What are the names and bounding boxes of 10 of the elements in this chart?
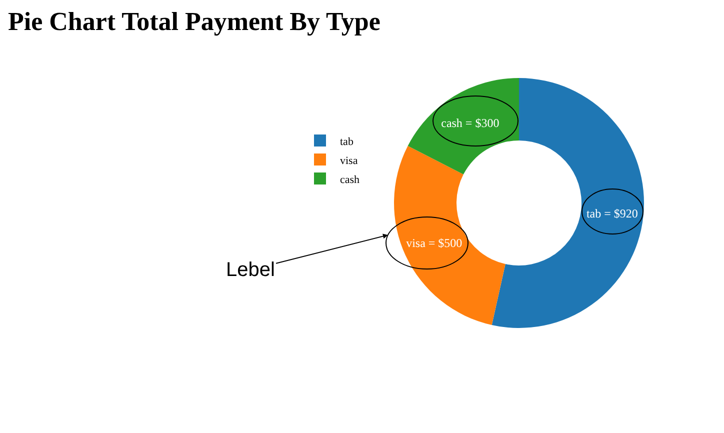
text: Lebel: [226, 259, 275, 281]
data-label: tab = $920: [586, 206, 638, 220]
legend-label: tab: [340, 136, 354, 148]
data-label: cash = $300: [441, 116, 500, 130]
chart-title: Pie Chart Total Payment By Type: [8, 7, 380, 36]
donut-slice: [408, 78, 519, 174]
legend-label: visa: [340, 154, 358, 167]
data-label: visa = $500: [406, 236, 462, 250]
donut-slice: [394, 146, 506, 326]
legend-label: cash: [340, 174, 360, 186]
